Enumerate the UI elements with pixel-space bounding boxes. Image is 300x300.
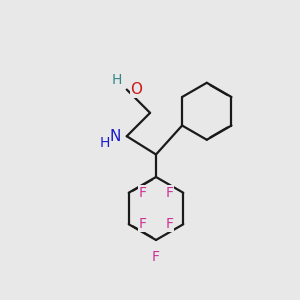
Text: F: F [166,217,174,231]
Text: O: O [130,82,142,97]
Text: N: N [110,129,121,144]
Text: H: H [100,136,110,150]
Text: H: H [112,73,122,87]
Text: F: F [138,217,146,231]
Text: F: F [138,186,146,200]
Text: F: F [166,186,174,200]
Text: F: F [152,250,160,264]
